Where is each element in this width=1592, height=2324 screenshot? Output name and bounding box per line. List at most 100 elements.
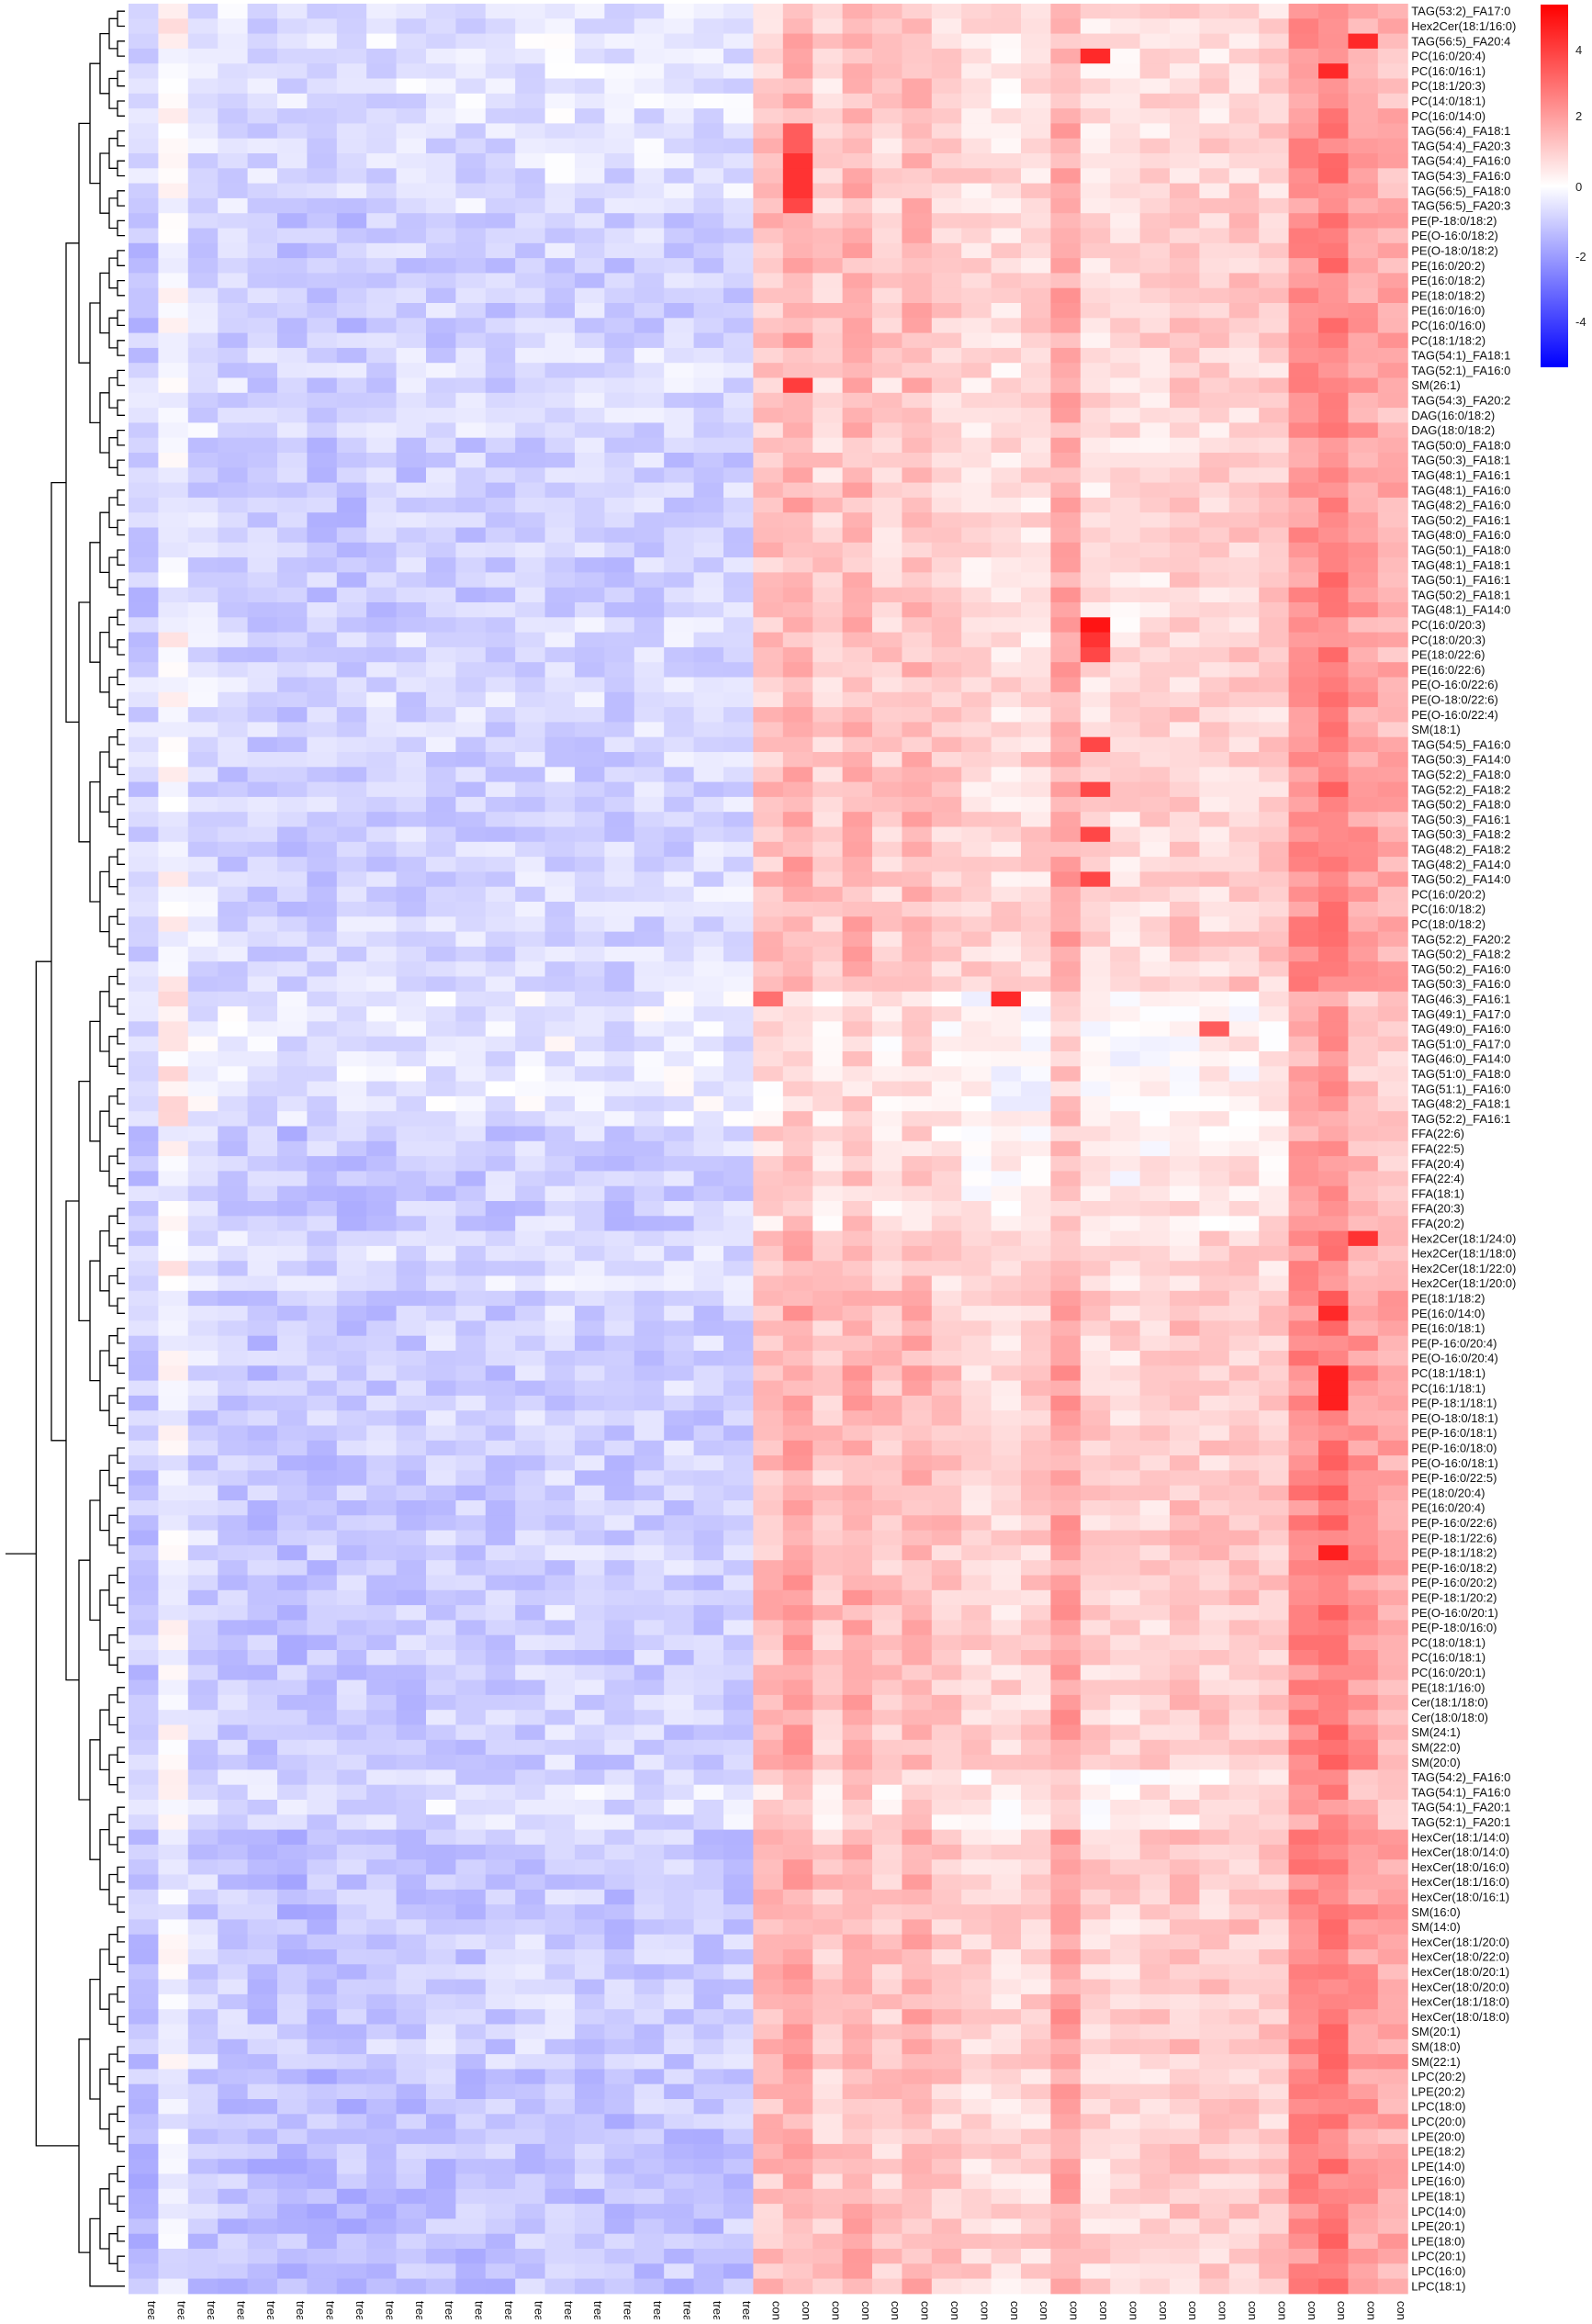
heatmap-cell	[813, 483, 843, 499]
heatmap-cell	[1378, 79, 1408, 95]
heatmap-cell	[604, 812, 634, 827]
heatmap-cell	[694, 902, 724, 917]
heatmap-cell	[694, 916, 724, 932]
heatmap-cell	[1318, 1381, 1349, 1397]
heatmap-cell	[218, 782, 248, 798]
heatmap-cell	[248, 123, 278, 139]
heatmap-cell	[1259, 393, 1289, 409]
heatmap-cell	[1318, 1531, 1349, 1546]
heatmap-cell	[455, 1515, 486, 1531]
heatmap-cell	[337, 303, 367, 319]
heatmap-cell	[1378, 1545, 1408, 1561]
heatmap-cell	[1021, 602, 1051, 618]
heatmap-cell	[1081, 1665, 1111, 1680]
heatmap-cell	[634, 947, 665, 962]
heatmap-cell	[1259, 1396, 1289, 1411]
heatmap-cell	[723, 797, 754, 813]
heatmap-cell	[1140, 1111, 1171, 1127]
heatmap-cell	[1318, 707, 1349, 723]
heatmap-cell	[337, 422, 367, 438]
heatmap-cell	[307, 1276, 337, 1292]
heatmap-cell	[397, 737, 427, 753]
dendrogram-branch	[118, 1029, 125, 1044]
heatmap-cell	[723, 1261, 754, 1276]
heatmap-cell	[129, 1261, 159, 1276]
heatmap-cell	[486, 1216, 516, 1231]
heatmap-cell	[694, 34, 724, 50]
heatmap-cell	[1170, 333, 1200, 349]
heatmap-cell	[694, 1320, 724, 1336]
heatmap-cell	[783, 1320, 813, 1336]
heatmap-cell	[1289, 1500, 1319, 1516]
heatmap-cell	[188, 678, 219, 693]
heatmap-cell	[902, 108, 932, 124]
heatmap-cell	[1170, 1620, 1200, 1635]
heatmap-cell	[575, 842, 605, 858]
heatmap-cell	[1081, 1560, 1111, 1576]
heatmap-cell	[426, 1500, 456, 1516]
heatmap-cell	[992, 782, 1022, 798]
heatmap-cell	[694, 139, 724, 154]
heatmap-cell	[337, 4, 367, 19]
heatmap-cell	[486, 572, 516, 588]
heatmap-cell	[843, 977, 873, 993]
heatmap-cell	[604, 902, 634, 917]
heatmap-cell	[1318, 1576, 1349, 1591]
heatmap-cell	[515, 782, 545, 798]
heatmap-cell	[1378, 887, 1408, 903]
heatmap-cell	[366, 258, 397, 274]
heatmap-cell	[1229, 1365, 1260, 1381]
heatmap-cell	[1170, 229, 1200, 244]
heatmap-cell	[1378, 1531, 1408, 1546]
heatmap-cell	[1050, 961, 1081, 977]
heatmap-cell	[961, 992, 992, 1007]
heatmap-cell	[188, 1186, 219, 1202]
heatmap-cell	[397, 1396, 427, 1411]
heatmap-cell	[1050, 1066, 1081, 1082]
heatmap-cell	[1110, 229, 1140, 244]
heatmap-cell	[515, 1486, 545, 1501]
heatmap-cell	[545, 797, 576, 813]
heatmap-cell	[1199, 722, 1229, 737]
heatmap-cell	[783, 992, 813, 1007]
heatmap-cell	[158, 1590, 188, 1606]
heatmap-cell	[992, 288, 1022, 304]
heatmap-cell	[366, 34, 397, 50]
heatmap-cell	[129, 1650, 159, 1666]
heatmap-cell	[397, 1590, 427, 1606]
heatmap-cell	[158, 871, 188, 887]
heatmap-cell	[1229, 498, 1260, 513]
heatmap-cell	[1050, 1261, 1081, 1276]
heatmap-cell	[307, 139, 337, 154]
heatmap-cell	[753, 692, 783, 708]
heatmap-cell	[397, 752, 427, 768]
heatmap-cell	[545, 902, 576, 917]
heatmap-cell	[664, 617, 694, 633]
heatmap-cell	[1050, 662, 1081, 678]
heatmap-cell	[455, 34, 486, 50]
heatmap-cell	[1348, 1171, 1378, 1186]
heatmap-cell	[188, 94, 219, 109]
heatmap-cell	[1348, 1486, 1378, 1501]
heatmap-cell	[1259, 1531, 1289, 1546]
heatmap-cell	[961, 782, 992, 798]
heatmap-cell	[426, 1021, 456, 1037]
heatmap-cell	[277, 1620, 308, 1635]
heatmap-cell	[783, 363, 813, 378]
heatmap-cell	[961, 1051, 992, 1067]
heatmap-cell	[992, 467, 1022, 483]
heatmap-cell	[872, 303, 903, 319]
heatmap-cell	[813, 512, 843, 528]
heatmap-cell	[307, 782, 337, 798]
heatmap-cell	[1199, 602, 1229, 618]
heatmap-cell	[248, 1156, 278, 1172]
dendrogram-branch	[66, 1201, 79, 1680]
heatmap-cell	[723, 1680, 754, 1696]
heatmap-cell	[337, 453, 367, 468]
heatmap-cell	[1170, 273, 1200, 288]
heatmap-cell	[218, 1441, 248, 1456]
heatmap-cell	[188, 722, 219, 737]
heatmap-cell	[1110, 1246, 1140, 1262]
heatmap-cell	[1289, 1171, 1319, 1186]
heatmap-cell	[188, 303, 219, 319]
